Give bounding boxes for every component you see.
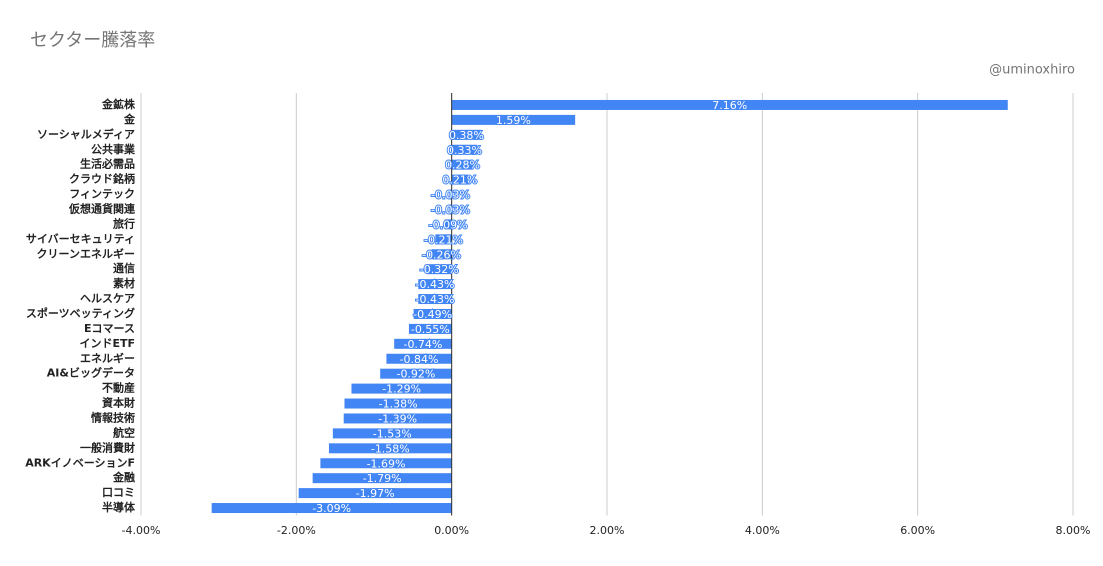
bar: [298, 488, 452, 499]
bar: [211, 503, 452, 514]
value-label: -0.74%: [403, 338, 442, 351]
y-tick-label: 仮想通貨関連: [68, 201, 136, 215]
value-label: -0.32%: [420, 263, 459, 276]
y-tick-label: 旅行: [113, 216, 135, 230]
x-tick-label: 8.00%: [1056, 524, 1091, 537]
bar: [451, 129, 482, 140]
watermark: @uminoxhiro: [989, 63, 1075, 78]
x-tick-label: 4.00%: [745, 524, 780, 537]
value-label: 0.33%: [447, 144, 482, 157]
value-label: -1.58%: [371, 442, 410, 455]
value-label: 0.28%: [445, 159, 480, 172]
x-tick-label: 0.00%: [434, 524, 469, 537]
y-tick-label: 航空: [113, 425, 135, 439]
bar: [332, 428, 452, 439]
x-tick-label: -4.00%: [122, 524, 161, 537]
value-label: -1.69%: [367, 457, 406, 470]
bar: [451, 174, 468, 185]
value-label: -0.84%: [400, 353, 439, 366]
y-tick-label: 金鉱株: [101, 97, 136, 111]
value-label: -0.92%: [396, 368, 435, 381]
bar: [394, 338, 452, 349]
y-tick-label: 公共事業: [91, 142, 136, 156]
y-tick-label: サイバーセキュリティ: [26, 232, 135, 245]
bar: [328, 443, 452, 454]
y-tick-label: 不動産: [102, 381, 135, 395]
bar: [413, 308, 452, 319]
y-tick-label: フィンテック: [69, 188, 135, 201]
x-tick-label: 2.00%: [590, 524, 625, 537]
bar: [351, 383, 452, 394]
bar: [380, 368, 452, 379]
bar: [426, 264, 452, 275]
bar: [408, 323, 452, 334]
value-label: -0.43%: [416, 293, 455, 306]
bar: [418, 294, 452, 305]
value-label: -1.79%: [363, 472, 402, 485]
y-tick-label: エネルギー: [80, 351, 135, 365]
bar: [449, 204, 452, 215]
x-tick-label: 6.00%: [900, 524, 935, 537]
value-label: -0.09%: [429, 218, 468, 231]
bar: [344, 398, 452, 409]
y-tick-label: スポーツベッティング: [26, 306, 135, 320]
y-tick-label: AI&ビッグデータ: [47, 366, 135, 380]
y-tick-label: ソーシャルメディア: [37, 127, 135, 141]
y-tick-label: 口コミ: [102, 486, 135, 499]
bar: [320, 458, 452, 469]
value-label: -0.49%: [413, 308, 452, 321]
value-label: -0.26%: [422, 248, 461, 261]
x-tick-label: -2.00%: [277, 524, 316, 537]
y-tick-label: 情報技術: [91, 410, 135, 424]
bar: [451, 114, 576, 125]
value-label: -1.29%: [382, 383, 421, 396]
value-label: 0.21%: [442, 174, 477, 187]
value-label: -0.03%: [431, 203, 470, 216]
value-label: -0.03%: [431, 189, 470, 202]
chart-title: セクター騰落率: [30, 30, 155, 51]
bar: [312, 473, 452, 484]
value-label: -0.43%: [416, 278, 455, 291]
y-tick-label: 通信: [113, 261, 135, 275]
bar: [386, 353, 452, 364]
value-label: 0.38%: [449, 129, 484, 142]
y-tick-label: インドETF: [79, 337, 135, 350]
y-tick-label: 資本財: [102, 396, 135, 410]
value-label: -0.55%: [411, 323, 450, 336]
y-tick-label: 半導体: [102, 500, 136, 514]
y-tick-label: クラウド銘柄: [69, 172, 135, 186]
value-label: -1.38%: [379, 398, 418, 411]
bar: [418, 279, 452, 290]
bar: [451, 99, 1008, 110]
bar: [449, 189, 452, 200]
y-tick-label: 金融: [112, 470, 135, 484]
bar: [444, 219, 452, 230]
bar: [431, 249, 452, 260]
y-tick-label: ヘルスケア: [80, 292, 135, 305]
bar: [435, 234, 452, 245]
y-tick-label: Eコマース: [84, 322, 135, 335]
y-tick-label: ARKイノベーションF: [25, 456, 135, 469]
y-tick-label: 素材: [113, 276, 135, 290]
bar: [451, 144, 478, 155]
y-tick-label: 生活必需品: [80, 157, 135, 171]
y-tick-label: 一般消費財: [80, 440, 135, 454]
value-label: -1.53%: [373, 427, 412, 440]
bar: [451, 159, 474, 170]
value-label: -1.39%: [378, 412, 417, 425]
value-label: -3.09%: [312, 502, 351, 515]
bar: [343, 413, 452, 424]
value-label: 1.59%: [496, 114, 531, 127]
y-tick-label: 金: [123, 112, 136, 126]
value-label: -0.21%: [424, 233, 463, 246]
y-tick-label: クリーンエネルギー: [37, 246, 135, 260]
value-label: 7.16%: [712, 99, 747, 112]
value-label: -1.97%: [356, 487, 395, 500]
